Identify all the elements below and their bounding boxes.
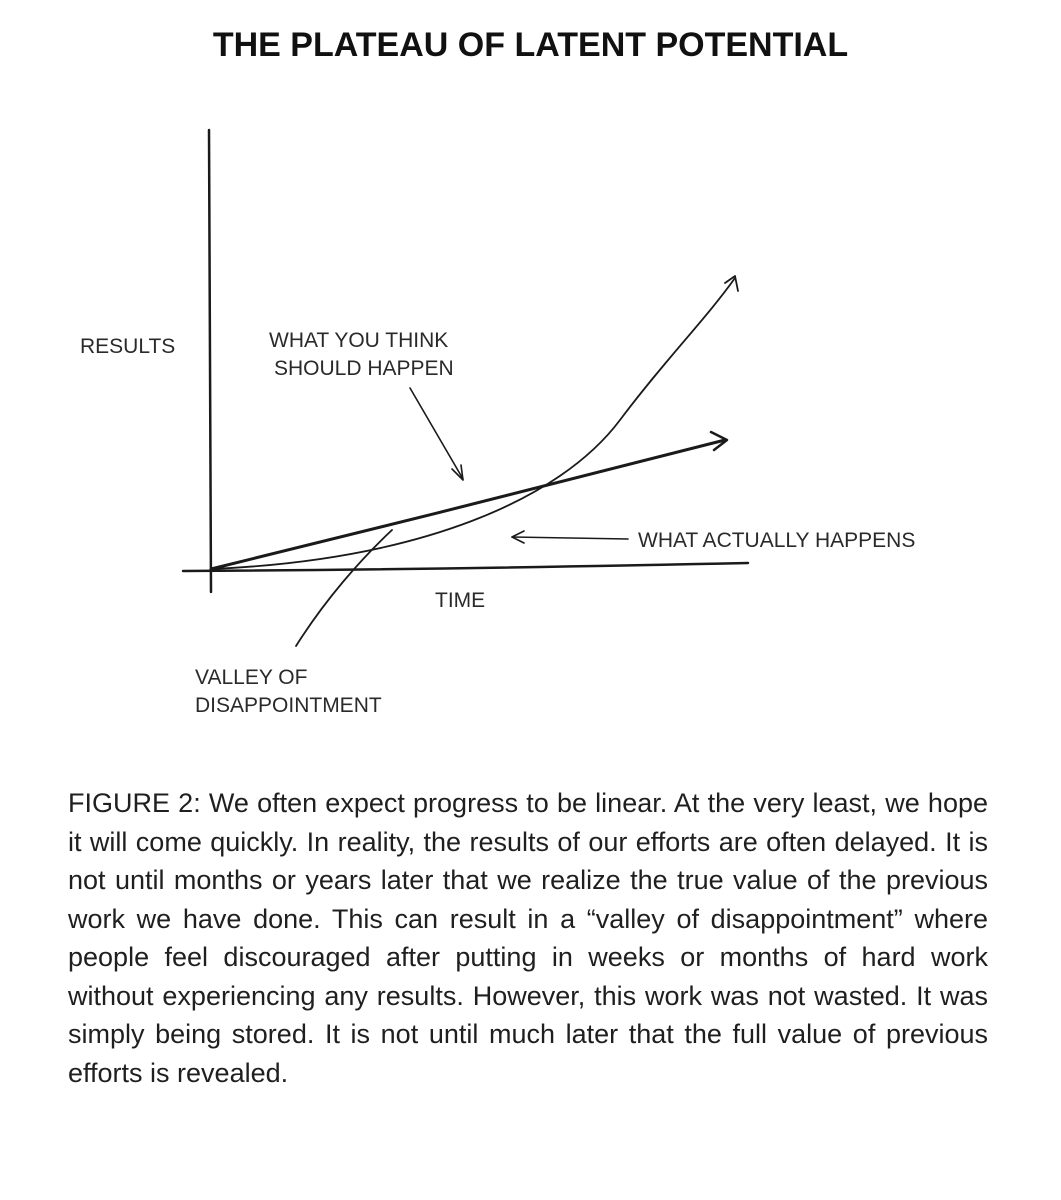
x-axis-label: TIME [435,589,485,612]
expectation-pointer [409,387,464,480]
page-title: THE PLATEAU OF LATENT POTENTIAL [212,26,849,64]
reality-pointer [511,536,629,540]
valley-pointer [295,529,393,647]
expected-progress-arrowhead [709,430,729,452]
actual-progress-curve [210,277,736,570]
x-axis [181,561,750,573]
expected-progress-line [209,438,727,571]
valley-label-line-1: VALLEY OF [195,666,307,689]
y-axis-label: RESULTS [80,335,175,358]
expectation-pointer-arrowhead [451,464,464,481]
expectation-label-line-2: SHOULD HAPPEN [274,357,454,380]
valley-label-line-2: DISAPPOINTMENT [195,694,382,717]
expectation-label-line-1: WHAT YOU THINK [269,329,448,352]
actual-progress-arrowhead [724,275,739,292]
y-axis [207,128,213,594]
latent-potential-diagram: RESULTS WHAT YOU THINK SHOULD HAPPEN WHA… [80,128,915,717]
reality-label: WHAT ACTUALLY HAPPENS [638,529,915,552]
figure-caption: FIGURE 2: We often expect progress to be… [68,788,988,1088]
reality-pointer-arrowhead [511,530,525,544]
